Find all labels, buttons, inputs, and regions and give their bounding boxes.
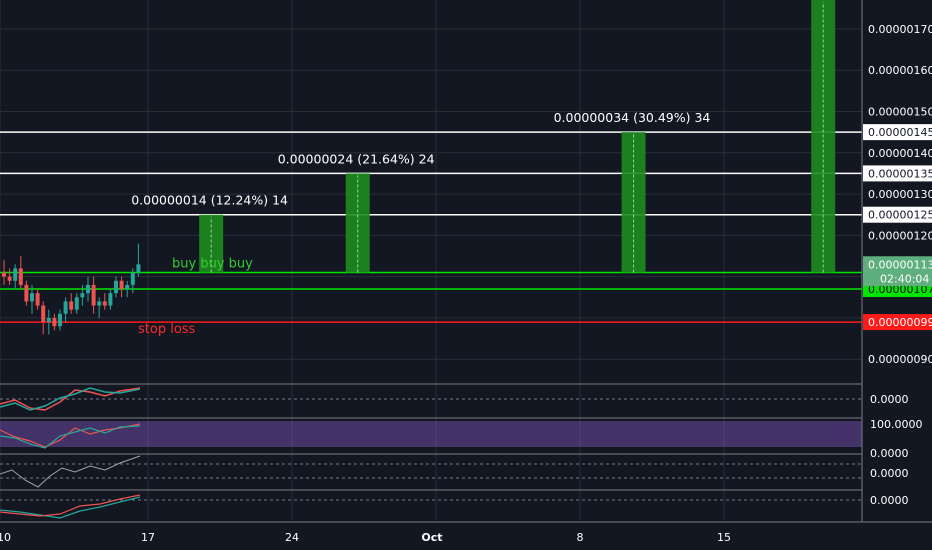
price-level-badge bbox=[863, 124, 932, 141]
price-tick-label: 0.00000160 bbox=[868, 64, 932, 77]
candle-body bbox=[13, 268, 18, 281]
price-tick-label: 0.00000150 bbox=[868, 105, 932, 118]
price-tick-label: 0.00000140 bbox=[868, 147, 932, 160]
candle-body bbox=[130, 272, 135, 285]
target-label: 0.00000014 (12.24%) 14 bbox=[131, 193, 288, 208]
rsi-band bbox=[0, 421, 862, 447]
candle-body bbox=[80, 293, 85, 298]
indicator-line bbox=[0, 496, 141, 519]
candle-body bbox=[108, 293, 113, 306]
indicator-line bbox=[0, 425, 141, 449]
candle-body bbox=[63, 301, 68, 314]
target-box bbox=[199, 214, 224, 273]
price-level-badge bbox=[863, 314, 932, 331]
candle-body bbox=[7, 276, 12, 281]
price-tick-label: 0.00000170 bbox=[868, 23, 932, 36]
time-tick-label: 10 bbox=[0, 531, 11, 544]
annotation-labels: 0.00000014 (12.24%) 14 0.00000024 (21.64%… bbox=[131, 110, 711, 337]
price-level-badge bbox=[863, 206, 932, 223]
candle-body bbox=[52, 317, 57, 327]
candle-body bbox=[58, 313, 62, 327]
horizontal-lines[interactable] bbox=[0, 131, 862, 323]
countdown-label: 02:40:04 bbox=[880, 272, 929, 285]
time-tick-label: 24 bbox=[285, 531, 299, 544]
price-tick-label: 0.00000130 bbox=[868, 188, 932, 201]
candle-body bbox=[35, 293, 40, 306]
price-axis[interactable]: 0.00000170 0.00000160 0.00000150 0.00000140… bbox=[861, 0, 932, 550]
candle-body bbox=[46, 317, 51, 323]
candle-body bbox=[119, 280, 124, 290]
candle-body bbox=[41, 305, 46, 323]
price-level-badge-label: 0.00000107 bbox=[868, 283, 932, 296]
candle-body bbox=[114, 280, 118, 294]
indicator-line bbox=[0, 455, 141, 488]
pane-value-label: 0.0000 bbox=[870, 494, 909, 507]
candle-body bbox=[24, 284, 29, 302]
time-tick-label: 8 bbox=[577, 531, 584, 544]
indicator-line bbox=[0, 494, 141, 517]
pane-value-label: 100.0000 bbox=[870, 418, 923, 431]
candle-body bbox=[69, 301, 74, 310]
current-price-badge bbox=[863, 256, 932, 287]
time-tick-label: Oct bbox=[421, 531, 442, 544]
price-level-badge-label: 0.00000099 bbox=[868, 316, 932, 329]
candle-body bbox=[86, 284, 90, 294]
current-price-label: 0.00000113 bbox=[868, 258, 932, 271]
candle-body bbox=[91, 284, 96, 306]
price-level-badge-label: 0.00000145 bbox=[868, 126, 932, 139]
candle-body bbox=[102, 301, 107, 306]
price-level-badge-label: 0.00000125 bbox=[868, 209, 932, 222]
zone-label: stop loss bbox=[138, 322, 196, 337]
zone-label: buy buy buy bbox=[172, 257, 253, 272]
price-tick-label: 0.00000120 bbox=[868, 229, 932, 242]
candle-body bbox=[97, 301, 102, 306]
target-box bbox=[345, 173, 370, 273]
candle-body bbox=[2, 272, 6, 277]
grid-lines bbox=[0, 0, 862, 520]
target-label: 0.00000024 (21.64%) 24 bbox=[278, 151, 435, 166]
pane-value-label: 0.0000 bbox=[870, 447, 909, 460]
time-axis[interactable]: 10 17 24 Oct 8 15 bbox=[0, 521, 932, 544]
time-tick-label: 17 bbox=[141, 531, 155, 544]
indicator-panes bbox=[0, 383, 862, 523]
target-label: 0.00000034 (30.49%) 34 bbox=[554, 110, 711, 125]
price-level-badge bbox=[863, 165, 932, 182]
price-tick-label: 0.00000090 bbox=[868, 353, 932, 366]
candle-body bbox=[136, 264, 141, 273]
target-boxes[interactable] bbox=[199, 0, 836, 273]
candles bbox=[2, 243, 141, 335]
candle-body bbox=[125, 284, 130, 290]
pane-value-label: 0.0000 bbox=[870, 467, 909, 480]
time-tick-label: 15 bbox=[717, 531, 731, 544]
candle-body bbox=[30, 293, 34, 302]
price-level-badge-label: 0.00000135 bbox=[868, 167, 932, 180]
pane-value-label: 0.0000 bbox=[870, 393, 909, 406]
indicator-line bbox=[0, 387, 141, 411]
candle-body bbox=[18, 268, 23, 285]
candle-body bbox=[74, 297, 79, 310]
